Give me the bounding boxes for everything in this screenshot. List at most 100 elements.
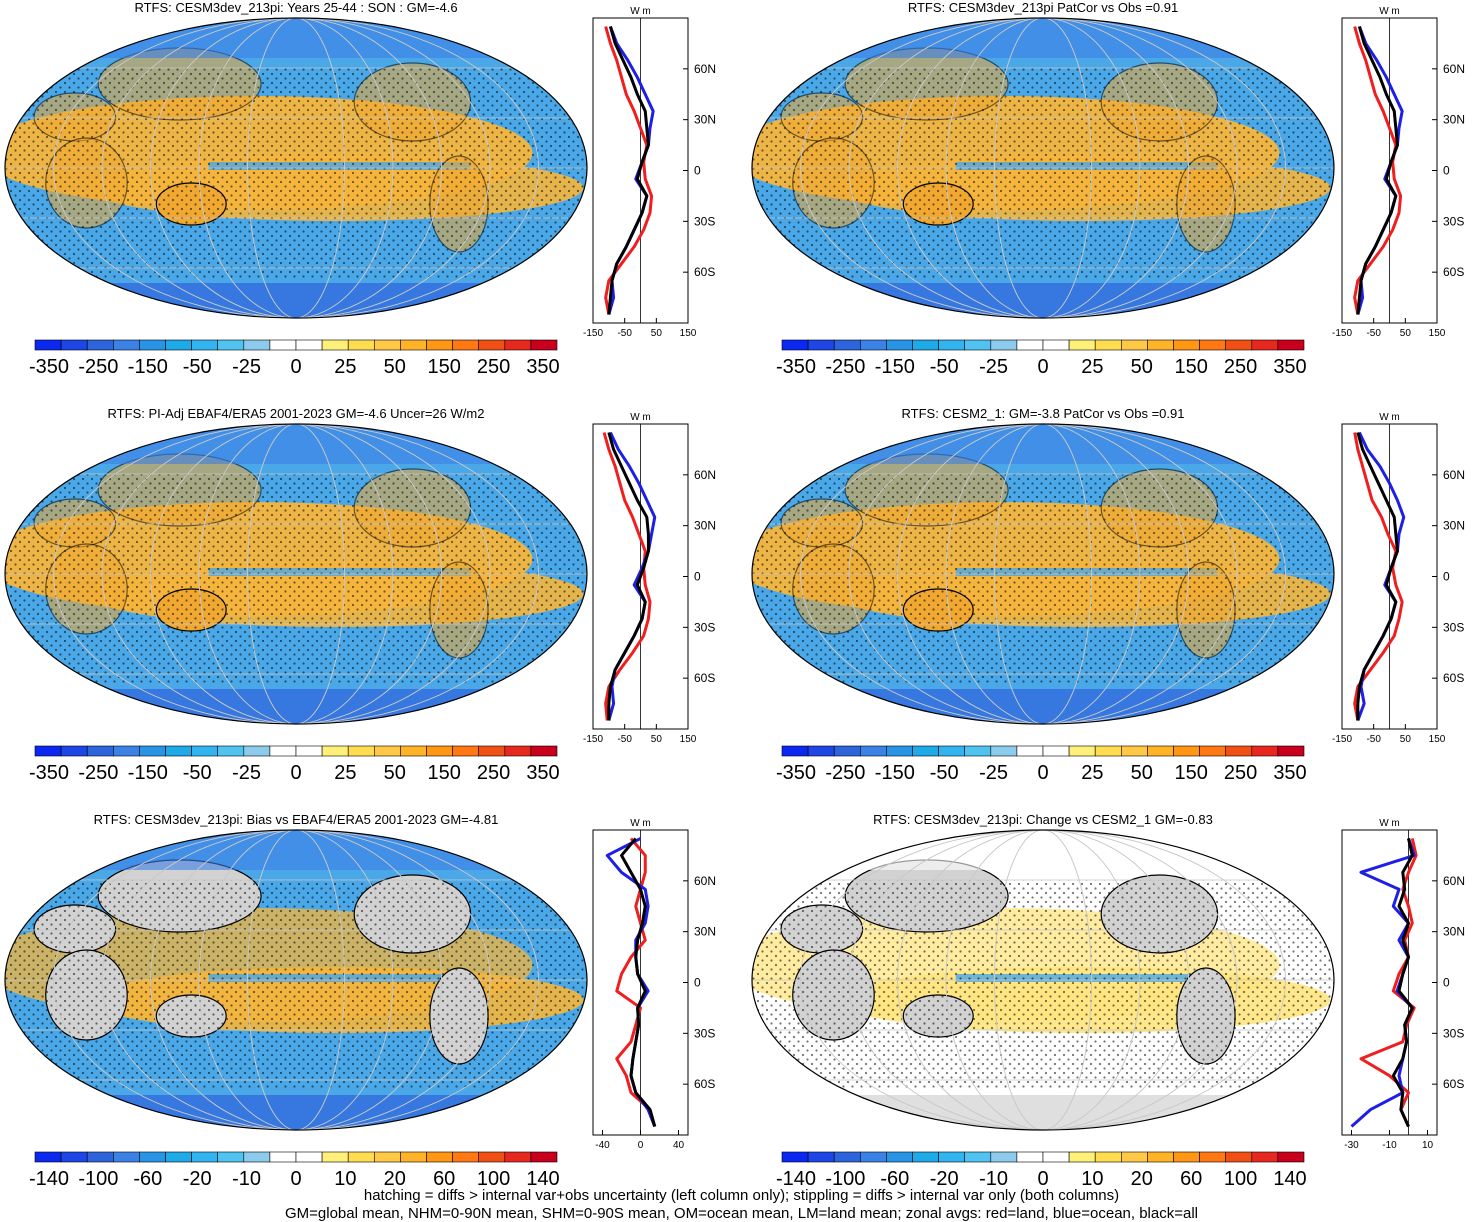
meridian-line bbox=[53, 18, 539, 318]
panel-title: RTFS: CESM3dev_213pi: Years 25-44 : SON … bbox=[134, 0, 457, 15]
colorbar-box bbox=[452, 1151, 480, 1163]
colorbar-label: -10 bbox=[232, 1168, 261, 1190]
colorbar-label: -350 bbox=[29, 762, 69, 784]
footnote-hatching: hatching = diffs > internal var+obs unce… bbox=[363, 1187, 1120, 1204]
colorbar-box bbox=[1277, 1151, 1305, 1163]
colorbar-label: 150 bbox=[428, 356, 461, 378]
colorbar-label: -50 bbox=[183, 762, 212, 784]
colorbar-box bbox=[1094, 339, 1122, 351]
colorbar-box bbox=[1042, 1151, 1070, 1163]
world-map bbox=[5, 830, 587, 1130]
colorbar-box bbox=[34, 745, 62, 757]
footnote-definitions: GM=global mean, NHM=0-90N mean, SHM=0-90… bbox=[284, 1205, 1198, 1222]
colorbar-label: 100 bbox=[1224, 1168, 1257, 1190]
x-tick-label: 150 bbox=[1429, 734, 1446, 745]
colorbar-label: 100 bbox=[477, 1168, 510, 1190]
colorbar: -140 -100 -60 -20 -10 0 10 20 60 100 140 bbox=[776, 1151, 1307, 1190]
x-tick-label: -150 bbox=[583, 734, 603, 745]
zonal-mean-plot: W m -150 -50 50 150 60N 30N 0 30S 60S bbox=[1332, 6, 1465, 339]
lat-label: 30S bbox=[694, 620, 715, 634]
map-border bbox=[751, 423, 1335, 725]
colorbar-box bbox=[452, 745, 480, 757]
x-tick-label: -50 bbox=[617, 328, 632, 339]
x-tick-label: -150 bbox=[1332, 328, 1352, 339]
meridian-line bbox=[101, 424, 491, 724]
colorbar-box bbox=[530, 1151, 558, 1163]
map-border bbox=[4, 829, 588, 1131]
lat-label: 30N bbox=[694, 113, 716, 127]
colorbar-box bbox=[86, 339, 114, 351]
x-tick-label: -50 bbox=[617, 734, 632, 745]
lat-label: 30S bbox=[1443, 1026, 1464, 1040]
colorbar-box bbox=[1173, 339, 1200, 351]
lat-label: 60N bbox=[694, 62, 716, 76]
colorbar-box bbox=[938, 745, 965, 757]
zonal-line-land bbox=[1353, 432, 1404, 721]
colorbar-label: -50 bbox=[930, 356, 959, 378]
colorbar-label: -25 bbox=[979, 356, 1008, 378]
colorbar-box bbox=[113, 1151, 140, 1163]
lat-label: 30N bbox=[1443, 113, 1465, 127]
colorbar-box bbox=[1042, 745, 1070, 757]
units-label: W m bbox=[630, 412, 651, 423]
colorbar-label: 50 bbox=[384, 356, 406, 378]
colorbar-box bbox=[886, 745, 913, 757]
meridian-line bbox=[198, 830, 394, 1130]
colorbar-box bbox=[60, 1151, 88, 1163]
colorbar-box bbox=[807, 745, 835, 757]
colorbar-label: 25 bbox=[1081, 762, 1103, 784]
colorbar-box bbox=[295, 1151, 323, 1163]
colorbar-label: -25 bbox=[232, 762, 261, 784]
colorbar-box bbox=[347, 1151, 375, 1163]
world-map bbox=[752, 18, 1334, 318]
colorbar-box bbox=[912, 745, 939, 757]
colorbar-box bbox=[478, 339, 506, 351]
colorbar-box bbox=[400, 339, 427, 351]
colorbar: -350 -250 -150 -50 -25 0 25 50 150 250 350 bbox=[776, 745, 1307, 784]
colorbar-label: 60 bbox=[1180, 1168, 1202, 1190]
x-tick-label: 0 bbox=[638, 1140, 644, 1151]
meridian-line bbox=[897, 18, 1189, 318]
panel-1: RTFS: CESM3dev_213pi: Years 25-44 : SON … bbox=[4, 0, 716, 378]
colorbar-box bbox=[964, 745, 992, 757]
meridian-line bbox=[800, 424, 1286, 724]
colorbar-label: -50 bbox=[930, 762, 959, 784]
colorbar-label: -150 bbox=[875, 762, 915, 784]
meridian-line bbox=[101, 830, 491, 1130]
zonal-line-all bbox=[1356, 26, 1399, 315]
colorbar-label: 10 bbox=[334, 1168, 356, 1190]
arctic-field bbox=[752, 424, 1334, 464]
lat-label: 30N bbox=[1443, 925, 1465, 939]
lat-label: 0 bbox=[694, 976, 701, 990]
lat-label: 30S bbox=[694, 1026, 715, 1040]
colorbar-box bbox=[504, 745, 532, 757]
colorbar-box bbox=[269, 745, 297, 757]
colorbar-box bbox=[139, 339, 166, 351]
zonal-line-land bbox=[604, 26, 654, 315]
colorbar-label: 25 bbox=[1081, 356, 1103, 378]
meridian-line bbox=[897, 830, 1189, 1130]
meridian-line bbox=[945, 18, 1141, 318]
meridian-line bbox=[994, 424, 1092, 724]
colorbar-label: -140 bbox=[776, 1168, 816, 1190]
lat-label: 30N bbox=[1443, 519, 1465, 533]
colorbar-box bbox=[859, 1151, 887, 1163]
colorbar-label: 25 bbox=[334, 762, 356, 784]
zonal-mean-plot: W m -40 0 40 60N 30N 0 30S 60S bbox=[592, 818, 716, 1151]
zonal-mean-plot: W m -150 -50 50 150 60N 30N 0 30S 60S bbox=[1332, 412, 1465, 745]
lat-label: 30S bbox=[1443, 214, 1464, 228]
colorbar-label: 150 bbox=[1175, 356, 1208, 378]
colorbar-box bbox=[1173, 1151, 1200, 1163]
colorbar-label: -60 bbox=[880, 1168, 909, 1190]
lat-label: 60N bbox=[694, 468, 716, 482]
colorbar-box bbox=[1225, 339, 1253, 351]
lat-label: 0 bbox=[694, 570, 701, 584]
lat-label: 30S bbox=[694, 214, 715, 228]
colorbar-box bbox=[400, 1151, 427, 1163]
arctic-field bbox=[5, 424, 587, 464]
meridian-line bbox=[247, 18, 345, 318]
colorbar-label: -350 bbox=[776, 356, 816, 378]
lat-label: 60N bbox=[694, 874, 716, 888]
colorbar-box bbox=[426, 1151, 453, 1163]
